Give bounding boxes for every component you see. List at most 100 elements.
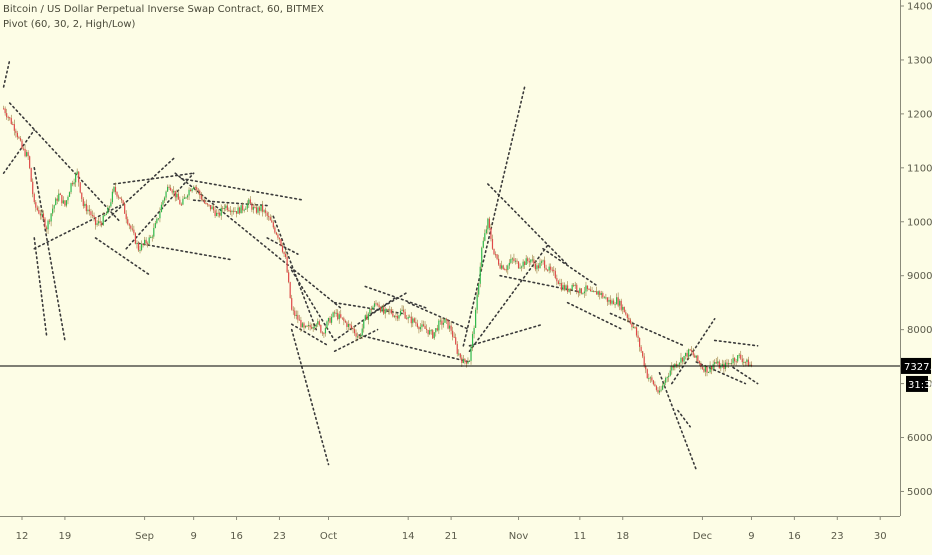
x-tick-label: 12: [16, 531, 29, 542]
x-tick-label: 30: [874, 531, 887, 542]
candle-down: [432, 330, 434, 339]
candle-down: [744, 361, 746, 363]
x-tick-label: Sep: [135, 531, 154, 542]
candle-up: [326, 321, 328, 329]
candle-up: [159, 212, 161, 219]
candle-down: [588, 289, 590, 291]
candle-down: [528, 261, 530, 263]
candle-down: [203, 200, 205, 203]
candle-down: [537, 265, 540, 269]
candle-down: [455, 337, 457, 344]
candle-up: [47, 220, 49, 230]
candle-down: [623, 306, 625, 313]
candle-down: [459, 353, 461, 358]
candle-up: [430, 330, 432, 332]
pivot-line: [2, 129, 36, 175]
candle-down: [232, 210, 235, 212]
candle-up: [140, 243, 143, 250]
candle-down: [675, 363, 677, 367]
candle-up: [730, 363, 733, 365]
candle-up: [243, 209, 245, 211]
candle-up: [55, 198, 57, 206]
candle-down: [280, 239, 282, 246]
candle-up: [304, 325, 307, 328]
candle-down: [291, 298, 293, 310]
candle-down: [735, 361, 737, 363]
pivot-line: [8, 102, 121, 223]
last-price-label-bg: [901, 357, 931, 374]
candle-down: [171, 190, 173, 193]
candle-up: [75, 174, 77, 183]
candle-up: [401, 309, 403, 311]
candle-down: [395, 315, 397, 317]
candle-down: [589, 289, 592, 292]
pivot-line: [2, 59, 11, 88]
pivot-line: [100, 156, 177, 226]
candle-down: [212, 206, 215, 211]
candle-down: [297, 314, 299, 320]
candle-down: [39, 213, 41, 216]
candle-down: [21, 140, 23, 149]
candle-up: [248, 199, 250, 204]
candle-up: [156, 218, 158, 224]
candle-up: [704, 366, 707, 372]
candle-down: [177, 193, 179, 200]
candle-down: [580, 288, 582, 294]
candle-up: [263, 210, 265, 212]
candle-up: [727, 363, 730, 365]
candle-down: [114, 186, 117, 193]
candle-down: [30, 168, 32, 182]
candle-down: [498, 258, 500, 265]
candle-down: [410, 316, 412, 324]
candle-down: [78, 171, 80, 183]
legend-indicator[interactable]: Pivot (60, 30, 2, High/Low): [3, 19, 136, 30]
candle-down: [502, 265, 504, 270]
candle-down: [117, 196, 120, 198]
candle-up: [409, 316, 411, 318]
candle-down: [626, 314, 628, 318]
candle-up: [435, 328, 437, 333]
candle-up: [519, 267, 521, 269]
candle-up: [616, 297, 618, 305]
candle-down: [323, 333, 325, 335]
pivot-line: [566, 301, 624, 331]
pivot-line: [542, 247, 600, 288]
candle-down: [13, 124, 15, 131]
candle-down: [286, 256, 288, 273]
candle-up: [458, 353, 460, 355]
candle-down: [370, 308, 373, 310]
candle-up: [484, 233, 486, 241]
candle-down: [453, 336, 455, 338]
candle-down: [464, 358, 466, 362]
candle-down: [208, 204, 210, 206]
candle-up: [245, 208, 247, 210]
candle-up: [139, 249, 141, 251]
candle-down: [524, 261, 526, 265]
candle-down: [272, 222, 274, 228]
x-tick-label: 18: [616, 531, 629, 542]
candle-down: [268, 215, 270, 218]
candle-down: [416, 323, 418, 327]
candle-up: [448, 325, 451, 329]
candle-down: [341, 317, 343, 319]
candle-down: [93, 215, 95, 218]
candle-down: [606, 297, 609, 302]
candle-down: [617, 297, 619, 306]
axes: 5000.06000.07000.08000.09000.010000.0110…: [0, 0, 932, 542]
candle-down: [570, 288, 572, 290]
candle-down: [10, 118, 12, 124]
candle-down: [413, 318, 415, 322]
candle-up: [594, 291, 596, 293]
candle-up: [240, 205, 242, 214]
candle-down: [199, 190, 201, 196]
candle-up: [193, 186, 195, 189]
pivot-line: [33, 237, 48, 336]
candle-up: [163, 197, 166, 201]
candle-down: [32, 181, 34, 195]
candle-down: [637, 335, 639, 339]
candle-down: [543, 260, 546, 268]
candle-up: [231, 210, 233, 213]
candle-down: [390, 309, 392, 314]
